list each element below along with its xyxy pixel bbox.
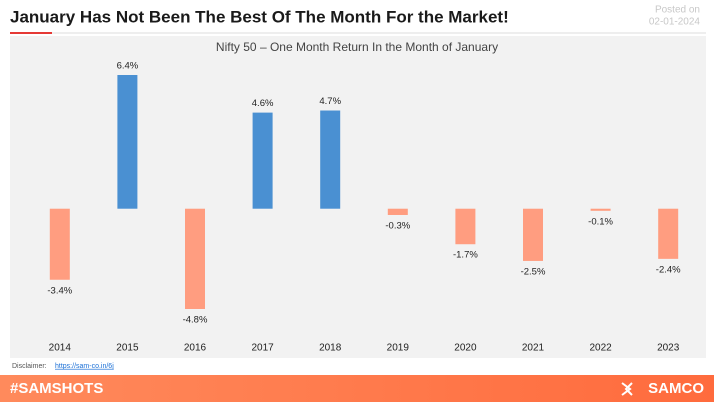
x-tick-label: 2015 [116, 343, 139, 354]
x-tick-label: 2022 [589, 343, 612, 354]
bar [387, 208, 408, 215]
x-tick-label: 2018 [319, 343, 342, 354]
value-label: 6.4% [117, 61, 139, 72]
bar [455, 208, 476, 245]
x-tick-label: 2016 [184, 343, 207, 354]
bar [117, 75, 138, 209]
footer-band [0, 375, 714, 402]
value-label: -4.8% [183, 315, 208, 326]
posted-date: 02-01-2024 [649, 17, 701, 28]
bar [185, 208, 205, 309]
disclaimer-label: Disclaimer: [12, 363, 47, 370]
value-label: -0.3% [385, 220, 410, 231]
posted-label: Posted on [655, 5, 700, 16]
brand-logo [621, 382, 633, 396]
x-tick-label: 2014 [49, 343, 72, 354]
x-tick-label: 2023 [657, 343, 680, 354]
footer-hashtag: #SAMSHOTS [10, 380, 103, 397]
bar [320, 110, 341, 209]
chart-panel [10, 36, 706, 358]
value-label: -2.5% [521, 266, 546, 277]
x-tick-label: 2020 [454, 343, 477, 354]
chart-title: Nifty 50 – One Month Return In the Month… [216, 40, 498, 54]
page-title: January Has Not Been The Best Of The Mon… [10, 7, 509, 26]
x-tick-label: 2017 [251, 343, 274, 354]
plot: 2014 -3.4% 2015 6.4% 2016 -4.8% 2017 4.6% 2018 4.… [47, 61, 681, 354]
value-label: 4.6% [252, 98, 274, 109]
x-tick-label: 2021 [522, 343, 545, 354]
bar [658, 208, 679, 259]
value-label: 4.7% [319, 96, 341, 107]
value-label: -1.7% [453, 250, 478, 261]
disclaimer-link[interactable]: https://sam-co.in/6j [55, 363, 114, 370]
value-label: -2.4% [656, 264, 681, 275]
x-tick-label: 2019 [387, 343, 410, 354]
footer-brand: SAMCO [648, 380, 704, 397]
bar [252, 112, 273, 209]
value-label: -3.4% [47, 285, 72, 296]
value-label: -0.1% [588, 216, 613, 227]
bar [49, 208, 70, 280]
bar [590, 208, 611, 211]
bar [523, 208, 543, 261]
